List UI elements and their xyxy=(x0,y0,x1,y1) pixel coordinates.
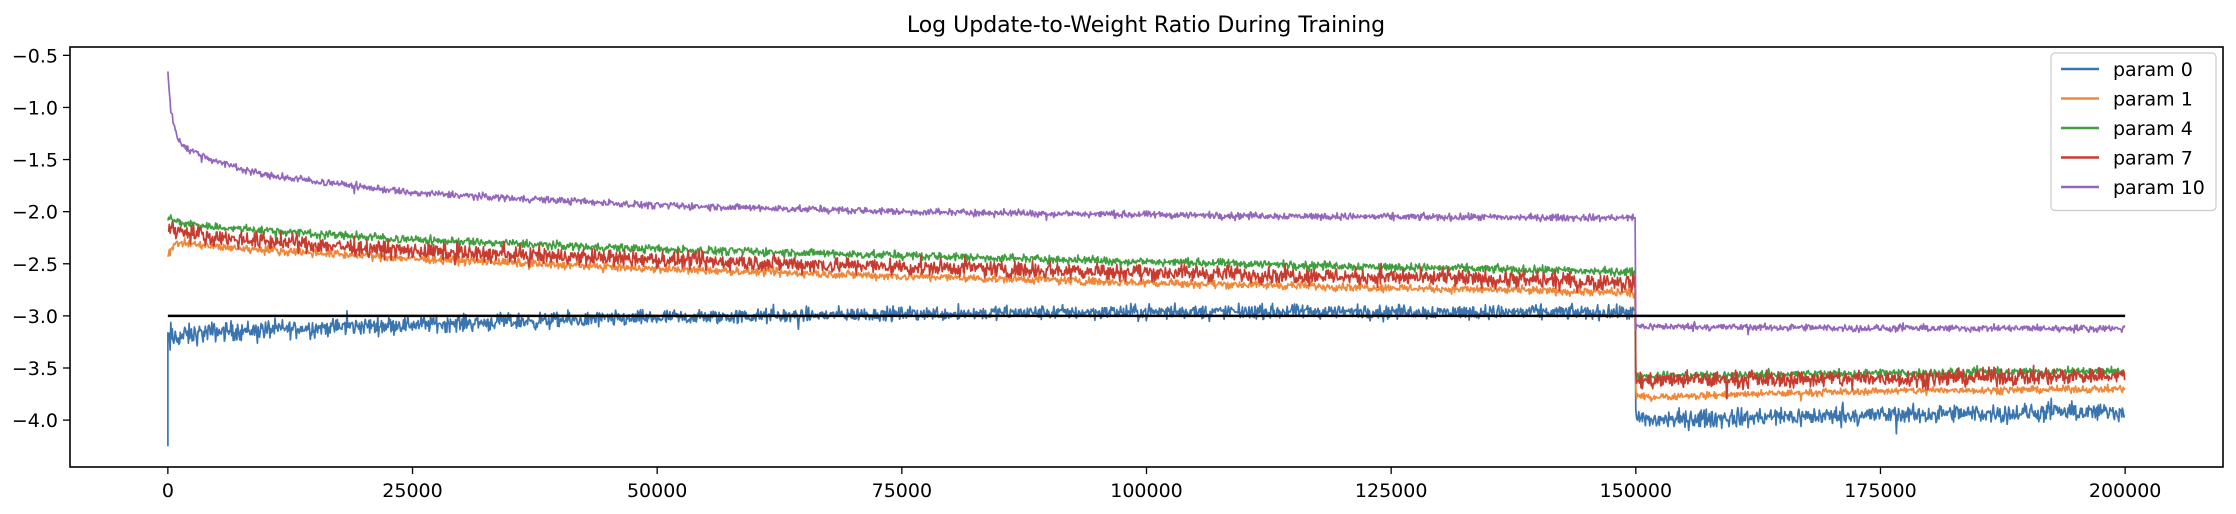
series-line xyxy=(167,302,2126,447)
legend-label: param 10 xyxy=(2113,177,2205,199)
y-tick-label: −2.0 xyxy=(12,202,58,224)
x-tick-label: 150000 xyxy=(1600,480,1673,502)
series-param-1 xyxy=(167,237,2126,403)
y-tick-label: −0.5 xyxy=(12,45,58,67)
legend-item: param 4 xyxy=(2061,118,2193,140)
series-param-7 xyxy=(167,221,2126,400)
x-tick-label: 175000 xyxy=(1844,480,1917,502)
series-line xyxy=(167,71,2126,336)
legend-label: param 1 xyxy=(2113,89,2193,111)
x-tick-label: 0 xyxy=(162,480,174,502)
legend-item: param 10 xyxy=(2061,177,2205,199)
y-tick-label: −1.5 xyxy=(12,150,58,172)
legend-label: param 0 xyxy=(2113,59,2193,81)
y-tick-label: −4.0 xyxy=(12,410,58,432)
x-tick-label: 200000 xyxy=(2089,480,2162,502)
legend-item: param 0 xyxy=(2061,59,2193,81)
x-tick-label: 75000 xyxy=(872,480,932,502)
y-tick-label: −3.5 xyxy=(12,358,58,380)
legend-item: param 1 xyxy=(2061,89,2193,111)
y-axis: −4.0 −3.5 −3.0 −2.5 −2.0 −1.5 −1.0 −0.5 xyxy=(12,45,70,432)
series-param-4 xyxy=(167,214,2126,384)
series-param-0 xyxy=(167,302,2126,447)
series-line xyxy=(167,214,2126,384)
x-tick-label: 125000 xyxy=(1355,480,1428,502)
legend-frame xyxy=(2050,52,2217,212)
chart-title: Log Update-to-Weight Ratio During Traini… xyxy=(907,13,1385,38)
legend-label: param 7 xyxy=(2113,148,2193,170)
x-tick-label: 100000 xyxy=(1110,480,1183,502)
y-tick-label: −3.0 xyxy=(12,306,58,328)
series-layer xyxy=(167,71,2126,447)
legend: param 0 param 1 param 4 param 7 param 10 xyxy=(2050,52,2217,212)
y-tick-label: −1.0 xyxy=(12,97,58,119)
x-tick-label: 25000 xyxy=(382,480,442,502)
series-line xyxy=(167,221,2126,400)
series-param-10 xyxy=(167,71,2126,336)
legend-label: param 4 xyxy=(2113,118,2193,140)
x-tick-label: 50000 xyxy=(627,480,687,502)
y-tick-label: −2.5 xyxy=(12,254,58,276)
series-line xyxy=(167,237,2126,403)
legend-item: param 7 xyxy=(2061,148,2193,170)
x-axis: 0 25000 50000 75000 100000 125000 150000 175000… xyxy=(162,467,2162,502)
